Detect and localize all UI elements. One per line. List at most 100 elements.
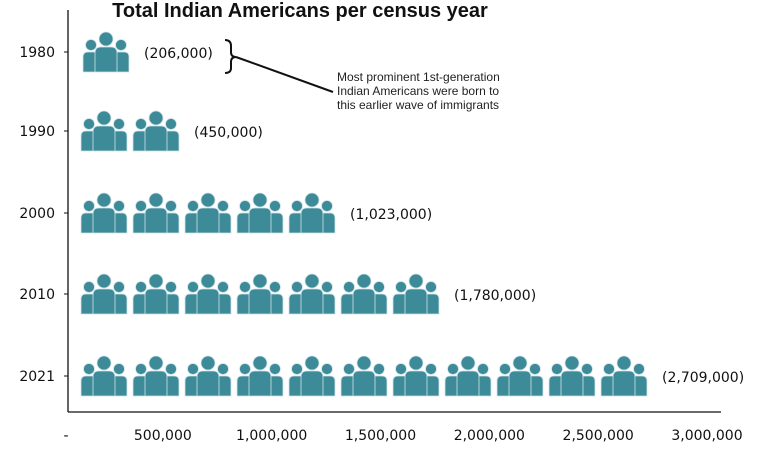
person-head xyxy=(200,192,216,208)
people-group-icon xyxy=(340,273,388,315)
person-body xyxy=(352,288,376,315)
people-group-icon xyxy=(288,273,336,315)
x-tick-label: 3,000,000 xyxy=(671,428,742,444)
people-group-icon xyxy=(80,355,128,397)
people-group-icon xyxy=(132,273,180,315)
person-head xyxy=(425,363,437,375)
person-head xyxy=(148,273,164,289)
person-body xyxy=(92,207,116,234)
person-head xyxy=(165,363,177,375)
person-body xyxy=(144,370,168,397)
person-body xyxy=(92,288,116,315)
person-head xyxy=(356,273,372,289)
person-head xyxy=(165,118,177,130)
person-head xyxy=(343,281,355,293)
person-head xyxy=(96,355,112,371)
person-head xyxy=(148,192,164,208)
annotation-text: Most prominent 1st-generation Indian Ame… xyxy=(337,70,500,112)
person-body xyxy=(144,288,168,315)
people-group-icon xyxy=(132,192,180,234)
person-head xyxy=(113,363,125,375)
data-label: (206,000) xyxy=(144,46,213,62)
person-head xyxy=(373,363,385,375)
person-body xyxy=(300,207,324,234)
people-group-icon xyxy=(132,355,180,397)
data-label: (2,709,000) xyxy=(662,370,744,386)
person-head xyxy=(373,281,385,293)
x-tick-label: 2,000,000 xyxy=(454,428,525,444)
people-group-icon xyxy=(184,192,232,234)
people-group-icon xyxy=(288,192,336,234)
person-head xyxy=(113,200,125,212)
person-head xyxy=(581,363,593,375)
person-head xyxy=(96,110,112,126)
person-body xyxy=(456,370,480,397)
person-body xyxy=(94,46,118,73)
person-body xyxy=(248,207,272,234)
person-head xyxy=(239,363,251,375)
person-head xyxy=(239,200,251,212)
person-head xyxy=(115,39,127,51)
people-group-icon xyxy=(184,355,232,397)
person-head xyxy=(113,281,125,293)
person-head xyxy=(135,118,147,130)
people-group-icon xyxy=(236,192,284,234)
person-head xyxy=(551,363,563,375)
people-group-icon xyxy=(184,273,232,315)
person-head xyxy=(395,363,407,375)
person-head xyxy=(269,200,281,212)
person-head xyxy=(291,281,303,293)
person-head xyxy=(200,355,216,371)
person-body xyxy=(248,370,272,397)
person-head xyxy=(200,273,216,289)
person-head xyxy=(83,281,95,293)
data-label: (1,023,000) xyxy=(350,207,432,223)
person-head xyxy=(98,31,114,47)
person-body xyxy=(612,370,636,397)
person-body xyxy=(196,370,220,397)
data-label: (1,780,000) xyxy=(454,288,536,304)
people-group-icon xyxy=(236,355,284,397)
person-head xyxy=(321,200,333,212)
person-head xyxy=(460,355,476,371)
person-head xyxy=(304,192,320,208)
person-head xyxy=(187,200,199,212)
person-body xyxy=(404,370,428,397)
person-body xyxy=(144,207,168,234)
y-tick-label: 2010 xyxy=(19,287,55,303)
people-group-icon xyxy=(80,273,128,315)
person-body xyxy=(404,288,428,315)
x-tick-label: 1,500,000 xyxy=(345,428,416,444)
person-head xyxy=(217,363,229,375)
person-head xyxy=(135,281,147,293)
people-group-icon xyxy=(80,110,128,152)
person-head xyxy=(529,363,541,375)
person-head xyxy=(96,192,112,208)
person-head xyxy=(148,355,164,371)
person-head xyxy=(564,355,580,371)
person-head xyxy=(96,273,112,289)
people-group-icon xyxy=(288,355,336,397)
x-tick-label: 1,000,000 xyxy=(236,428,307,444)
person-body xyxy=(560,370,584,397)
y-tick-label: 1980 xyxy=(19,45,55,61)
y-tick-label: 2000 xyxy=(19,206,55,222)
person-head xyxy=(447,363,459,375)
person-body xyxy=(196,207,220,234)
person-head xyxy=(135,200,147,212)
people-group-icon xyxy=(392,273,440,315)
person-head xyxy=(252,355,268,371)
person-head xyxy=(633,363,645,375)
person-head xyxy=(83,200,95,212)
x-tick-label: - xyxy=(63,428,68,444)
person-head xyxy=(165,200,177,212)
y-tick-label: 2021 xyxy=(19,369,55,385)
person-body xyxy=(92,370,116,397)
person-head xyxy=(83,363,95,375)
person-head xyxy=(477,363,489,375)
people-group-icon xyxy=(236,273,284,315)
person-head xyxy=(148,110,164,126)
person-body xyxy=(248,288,272,315)
person-head xyxy=(252,192,268,208)
